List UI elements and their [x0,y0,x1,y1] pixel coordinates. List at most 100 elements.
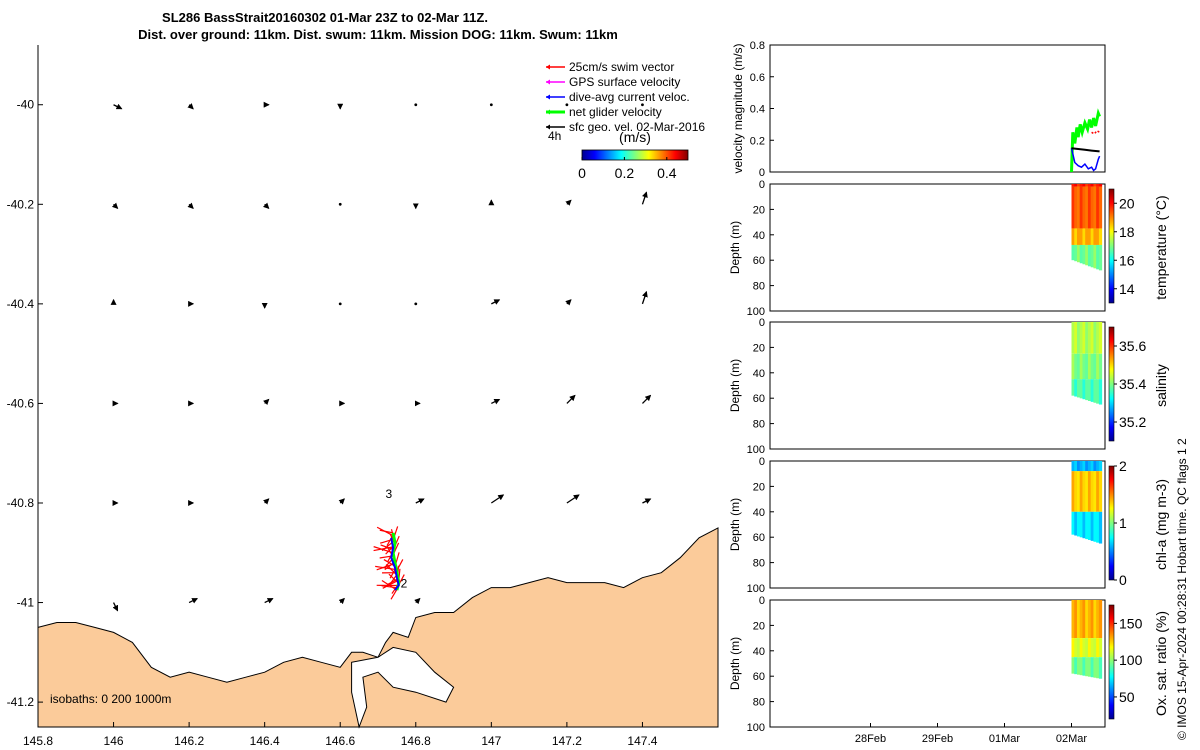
geo-arrow [187,103,194,110]
temperature-cell [1090,228,1094,245]
oxygen-cell [1074,657,1078,675]
temperature-cell [1093,184,1097,187]
oxygen-cell [1082,600,1086,639]
temperature-y-tick-label: 100 [747,306,765,318]
chla-cell [1096,461,1100,472]
salinity-y-tick-label: 0 [759,317,765,329]
velocity-y-tick-label: 0.4 [750,104,765,116]
chla-frame [769,460,1106,589]
oxygen-y-tick-label: 80 [753,697,765,709]
chla-cell [1087,461,1092,472]
time-x-tick-label: 29Feb [922,733,953,745]
salinity-cbar-tick-label: 35.6 [1119,338,1146,354]
oxygen-cell [1074,600,1078,639]
oxygen-cell [1085,600,1089,639]
temperature-cell [1079,184,1083,187]
chla-y-tick-label: 20 [753,481,765,493]
chla-cell [1090,511,1094,541]
salinity-cell [1079,322,1083,354]
oxygen-cell [1076,657,1081,675]
temperature-cell [1071,244,1075,261]
velocity-panel: 0 0.2 0.4 0.6 0.8 velocity magnitude (m/s) [731,40,1106,179]
day-label-2: 2 [401,577,408,591]
chla-cell [1085,471,1089,512]
chla-cell [1079,471,1083,512]
legend-label: sfc geo. vel. 02-Mar-2016 [569,120,705,134]
oxygen-y-tick-label: 60 [753,671,765,683]
salinity-cell [1090,353,1094,380]
title-line-2: Dist. over ground: 11km. Dist. swum: 11k… [138,27,618,42]
map-y-tick-label: -41.2 [7,695,35,709]
salinity-cell [1087,353,1092,380]
temperature-cell [1085,184,1089,187]
salinity-cell [1093,379,1097,403]
temperature-cell [1074,228,1078,245]
oxygen-cell [1071,600,1075,639]
temperature-colorbar [1108,188,1115,304]
temperature-cell [1090,186,1094,229]
swim-vector [390,588,398,600]
geo-arrow [338,597,345,605]
geo-arrow [642,498,652,504]
temperature-cell [1098,244,1103,271]
geo-arrow [113,103,123,110]
salinity-y-tick-label: 100 [747,444,765,456]
map-x-tick-label: 146.2 [174,734,204,748]
temperature-cell [1085,228,1089,245]
temperature-cell [1071,186,1075,229]
oxygen-cell [1087,600,1092,639]
salinity-cbar-label: salinity [1153,364,1169,407]
salinity-y-label: Depth (m) [728,359,742,412]
salinity-cell [1096,353,1100,380]
salinity-panel: 0 20 40 60 80 100 Depth (m) 35.2 35.4 35.6 salinit… [728,317,1169,456]
chla-cell [1074,461,1078,472]
temperature-cell [1079,228,1083,245]
salinity-cell [1076,322,1081,354]
salinity-cell [1085,353,1089,380]
oxygen-cell [1074,638,1078,658]
temperature-cell [1087,184,1092,187]
legend-label: dive-avg current veloc. [569,90,690,104]
chla-y-label: Depth (m) [728,498,742,551]
temperature-cell [1096,184,1100,187]
map-panel: 3 2 isobaths: 0 200 1000m 145.8 146 146.2 1… [7,45,719,748]
chla-cell [1085,461,1089,472]
temperature-cell [1090,244,1094,268]
oxygen-cbar-tick-label: 150 [1119,615,1143,631]
oxygen-cell [1082,638,1086,658]
geo-arrow [188,597,199,604]
temperature-panel: 0 20 40 60 80 100 Depth (m) 14 16 18 20 temperature… [728,179,1169,318]
salinity-cell [1098,353,1103,380]
salinity-cell [1071,353,1075,380]
temperature-cell [1076,184,1081,187]
velocity-y-tick-label: 0 [759,167,765,179]
salinity-cell [1076,353,1081,380]
geo-arrow [489,103,493,107]
temperature-cbar-tick-label: 14 [1119,281,1135,297]
chla-cell [1098,461,1103,472]
oxygen-cell [1090,600,1094,639]
chla-cell [1096,511,1100,543]
temperature-y-tick-label: 60 [753,255,765,267]
geo-arrow [338,498,345,505]
chla-y-tick-label: 40 [753,507,765,519]
legend-arrowhead [546,94,550,100]
legend-arrowhead [546,124,550,130]
chla-panel: 0 20 40 60 80 100 Depth (m) 0 1 2 chl-a (mg m-3) [728,456,1169,595]
colorbar-label: (m/s) [619,129,651,145]
geo-arrow [641,394,652,404]
geo-arrow [414,302,418,306]
temperature-cell [1082,228,1086,245]
oxygen-cell [1071,638,1075,658]
temperature-cell [1093,228,1097,245]
chla-cell [1090,461,1094,472]
salinity-cell [1082,322,1086,354]
chla-cell [1093,471,1097,512]
temperature-cell [1087,186,1092,229]
velocity-y-tick-label: 0.6 [750,72,765,84]
colorbar-tick-label: 0.4 [657,165,677,181]
salinity-cell [1090,379,1094,402]
chla-y-tick-label: 0 [759,456,765,468]
map-x-tick-label: 147.4 [627,734,657,748]
